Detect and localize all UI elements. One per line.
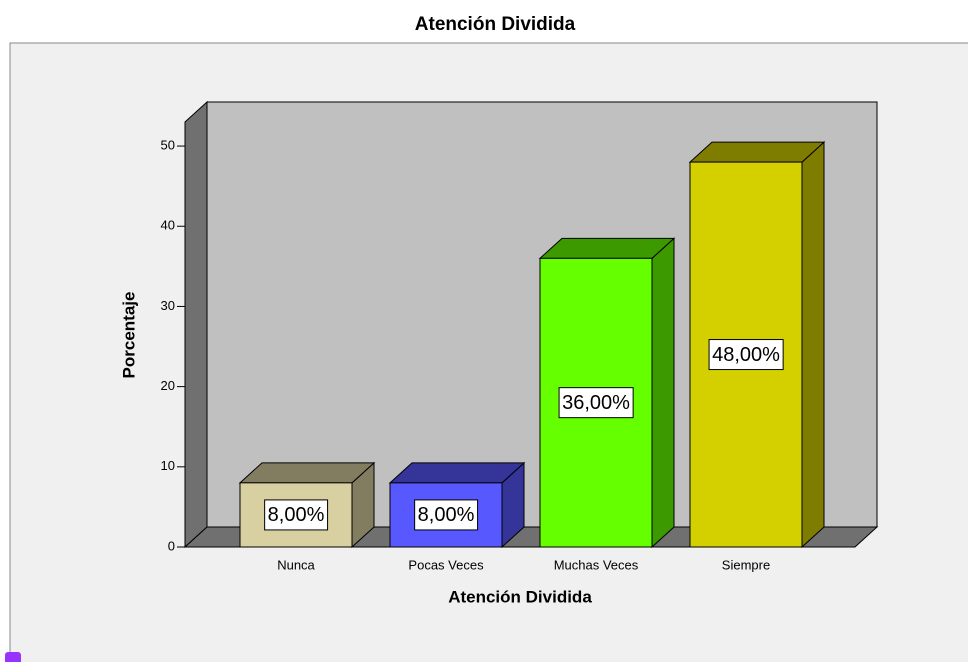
bar-top xyxy=(688,141,826,163)
value-label-box xyxy=(264,499,329,531)
left-wall xyxy=(184,100,208,549)
value-label: 8,00% xyxy=(268,504,325,526)
value-label: 8,00% xyxy=(418,504,475,526)
bar-top xyxy=(238,462,376,484)
x-tick-label: Nunca xyxy=(277,557,315,572)
x-tick-label: Pocas Veces xyxy=(408,557,484,572)
corner-badge xyxy=(5,652,21,662)
value-label-box xyxy=(414,499,479,531)
y-tick-label: 0 xyxy=(168,538,175,553)
y-tick-label: 40 xyxy=(161,218,175,233)
y-tick-label: 10 xyxy=(161,458,175,473)
x-tick-label: Muchas Veces xyxy=(554,557,639,572)
bar-side xyxy=(651,237,675,549)
value-label: 48,00% xyxy=(712,344,780,366)
y-axis-title: Porcentaje xyxy=(119,292,138,379)
y-tick-label: 30 xyxy=(161,298,175,313)
x-axis-title: Atención Dividida xyxy=(448,587,592,606)
chart-title: Atención Dividida xyxy=(415,14,576,35)
value-label-box xyxy=(708,339,784,371)
bar-group xyxy=(388,461,526,549)
bar-top xyxy=(538,237,676,259)
value-label: 36,00% xyxy=(562,392,630,414)
value-label-box xyxy=(558,387,634,419)
bar-side xyxy=(801,140,825,549)
y-tick-label: 50 xyxy=(161,137,175,152)
y-tick-label: 20 xyxy=(161,378,175,393)
x-tick-label: Siempre xyxy=(722,557,770,572)
bar-top xyxy=(388,462,526,484)
